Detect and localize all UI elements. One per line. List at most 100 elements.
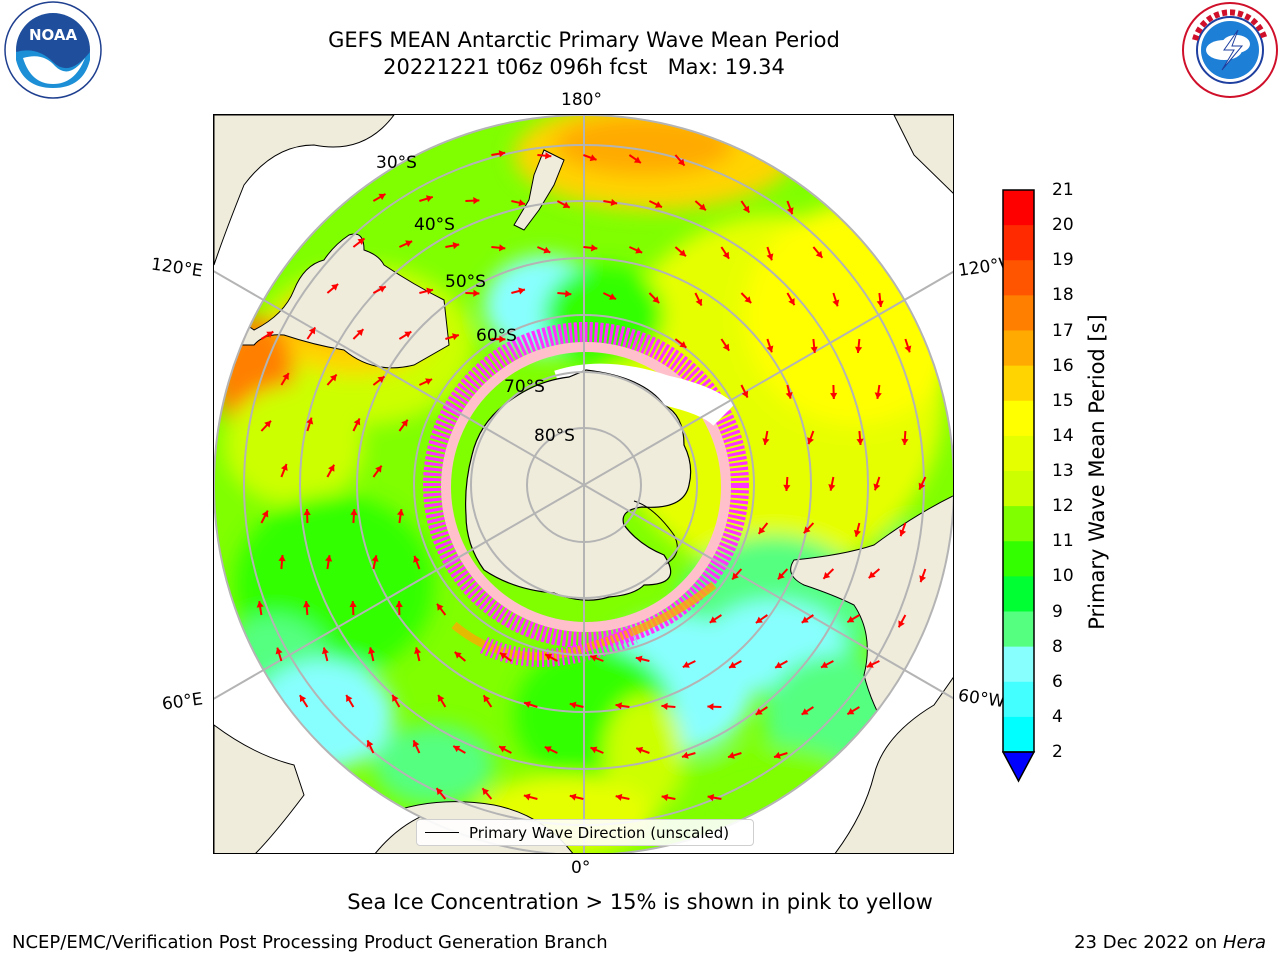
direction-arrow [368,647,376,662]
sea-ice-note: Sea Ice Concentration > 15% is shown in … [347,890,933,914]
direction-arrow [873,476,881,491]
direction-arrow [766,338,774,353]
colorbar-tick-label: 19 [1052,250,1074,271]
direction-arrow [755,706,768,716]
colorbar-tick-label: 10 [1052,566,1074,587]
legend-line-swatch [425,832,459,833]
direction-arrow [635,655,650,663]
colorbar-tick-label: 6 [1052,671,1063,692]
direction-arrow [810,338,818,354]
direction-arrow [435,787,447,800]
direction-arrow [396,509,405,524]
direction-arrow [720,338,730,352]
direction-arrow [602,292,617,300]
direction-arrow [398,419,409,432]
colorbar-swatch [1003,260,1034,296]
colorbar-tick-label: 18 [1052,285,1074,306]
direction-arrow [398,240,413,248]
direction-arrow [682,660,696,669]
map-title: GEFS MEAN Antarctic Primary Wave Mean Pe… [328,28,840,52]
direction-arrow [740,292,752,304]
direction-arrow [766,246,774,261]
colorbar-label: Primary Wave Mean Period [s] [1085,314,1109,630]
direction-arrow [583,244,598,252]
map-legend: Primary Wave Direction (unscaled) [416,819,754,846]
colorbar-swatch [1003,295,1034,331]
direction-arrow [306,417,314,432]
direction-arrow [372,465,383,478]
direction-arrow [413,555,421,570]
direction-arrow [523,701,538,708]
direction-arrow [419,195,434,203]
direction-arrow [391,694,401,708]
direction-arrow [395,600,403,616]
direction-arrow [452,745,466,754]
direction-arrow [482,694,493,708]
direction-arrow [615,702,630,710]
credit-date-text: 23 Dec 2022 on [1074,932,1223,953]
direction-arrow [372,193,386,202]
map-panel: 30°S 40°S 50°S 60°S 70°S 80°S Primary Wa… [213,114,954,854]
direction-arrow [866,660,880,668]
direction-arrow [786,292,796,306]
direction-arrow [414,647,422,662]
direction-arrow [590,746,604,754]
direction-arrow [783,476,791,492]
direction-arrow [511,287,526,295]
direction-arrow [280,463,288,478]
direction-arrow [615,793,630,801]
nws-logo [1180,0,1280,104]
colorbar-swatch [1003,190,1034,226]
colorbar-swatch [1003,716,1034,753]
direction-arrow [856,430,864,446]
direction-arrow [674,246,687,257]
svg-text:NOAA: NOAA [29,26,78,44]
direction-arrow [830,384,838,400]
colorbar-swatch [1003,365,1034,402]
direction-arrow [874,384,882,399]
direction-arrow [352,418,361,432]
direction-arrow [412,739,421,754]
direction-arrow [786,200,794,215]
direction-arrow [720,246,730,260]
colorbar-swatch [1003,681,1034,718]
direction-arrow [371,555,379,570]
direction-arrow [280,372,290,386]
direction-arrow [352,328,365,340]
antarctica [465,369,692,601]
new-zealand [513,149,565,231]
direction-arrow [260,420,272,432]
direction-arrow [491,150,506,158]
direction-arrow [803,522,815,534]
direction-arrow [832,292,840,307]
direction-arrow [419,287,434,295]
direction-arrow [481,787,493,800]
direction-arrow [709,614,722,624]
polar-map: 30°S 40°S 50°S 60°S 70°S 80°S [214,115,953,853]
direction-arrow [635,746,650,754]
direction-arrow [731,568,743,581]
direction-arrow [465,289,480,297]
direction-arrow [537,246,551,254]
direction-arrow [801,706,814,716]
direction-arrow [326,283,339,294]
colorbar-tick-label: 4 [1052,706,1063,727]
direction-arrow [491,335,506,343]
direction-arrow [350,508,358,524]
direction-arrow [326,373,338,386]
colorbar-swatch [1003,541,1034,577]
direction-arrow [853,522,861,537]
direction-arrow [418,378,433,386]
direction-arrow [278,554,286,570]
colorbar-swatch [1003,646,1034,683]
direction-arrow [589,654,604,662]
lat-label-70s: 70°S [504,377,545,397]
colorbar-swatch [1003,471,1034,507]
direction-arrow [436,603,447,616]
direction-arrow [345,694,355,708]
wave-direction-arrows [256,150,927,802]
direction-arrow [801,614,814,624]
direction-arrow [846,614,860,624]
colorbar-swatch [1003,400,1034,437]
direction-arrow [321,647,329,662]
